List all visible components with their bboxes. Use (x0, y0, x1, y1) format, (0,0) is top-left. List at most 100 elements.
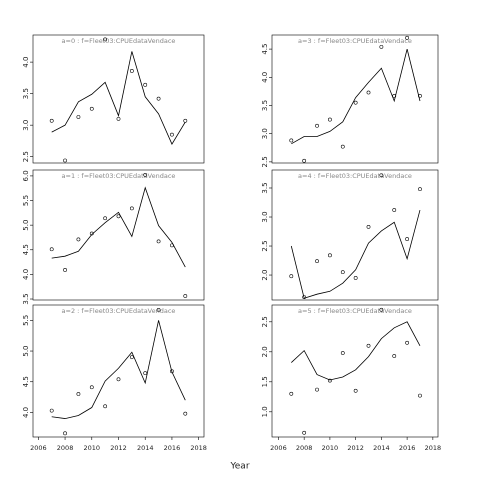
observation (405, 35, 410, 40)
y-tick-label: 3.5 (22, 293, 30, 304)
observation (418, 187, 422, 192)
observation (76, 237, 81, 242)
y-tick-label: 3.0 (261, 128, 269, 139)
observation (353, 100, 358, 105)
x-tick-label: 2016 (399, 444, 416, 452)
observation (418, 393, 422, 398)
observation (328, 253, 332, 258)
observation (49, 408, 54, 413)
observation (302, 158, 307, 163)
observation (289, 391, 294, 396)
observation (116, 214, 121, 219)
observation (129, 355, 134, 360)
fit-line (51, 320, 186, 419)
observation (183, 294, 188, 298)
x-tick-label: 2016 (164, 444, 181, 452)
x-tick-label: 2014 (373, 444, 390, 452)
y-tick-label: 1.5 (261, 376, 269, 387)
observation (143, 371, 148, 376)
x-tick-label: 2010 (84, 444, 101, 452)
observation (76, 392, 81, 396)
x-tick-label: 2012 (110, 444, 127, 452)
x-tick-label: 2012 (347, 444, 364, 452)
observation (89, 106, 94, 111)
x-tick-label: 2008 (296, 444, 313, 452)
observation (156, 239, 161, 244)
y-tick-label: 4.0 (261, 72, 269, 83)
x-tick-label: 2018 (425, 444, 442, 452)
observation (156, 308, 161, 312)
x-tick-label: 2006 (270, 444, 287, 452)
observation (353, 388, 358, 393)
observation (289, 138, 294, 143)
observation (405, 237, 410, 241)
y-tick-label: 5.5 (22, 195, 30, 206)
y-tick-label: 3.5 (22, 88, 30, 99)
y-tick-label: 5.0 (22, 345, 30, 356)
x-tick-label: 2018 (190, 444, 207, 452)
panel-title: a=4 : f=Fleet03:CPUEdataVendace (298, 172, 412, 180)
panel-title: a=5 : f=Fleet03:CPUEdataVendace (298, 307, 412, 315)
y-tick-label: 3.5 (261, 182, 269, 193)
y-tick-label: 4.0 (22, 269, 30, 280)
observation (183, 411, 188, 416)
x-axis-label: Year (229, 462, 249, 472)
y-tick-label: 6.0 (22, 170, 30, 181)
y-tick-label: 2.0 (261, 269, 269, 280)
y-tick-label: 2.5 (261, 316, 269, 327)
observation (156, 96, 161, 101)
y-tick-label: 2.5 (261, 156, 269, 167)
observation (379, 44, 384, 49)
panel-title: a=2 : f=Fleet03:CPUEdataVendace (62, 307, 176, 315)
observation (76, 115, 81, 119)
observation (379, 307, 384, 312)
fit-line (51, 51, 186, 145)
y-tick-label: 4.0 (22, 57, 30, 68)
observation (116, 116, 121, 121)
observation (340, 270, 345, 275)
panel-frame (271, 304, 439, 438)
y-tick-label: 4.5 (22, 244, 30, 255)
observation (170, 369, 174, 374)
observation (63, 268, 67, 272)
observation (103, 37, 108, 42)
panel-frame (271, 169, 439, 301)
observation (340, 351, 345, 355)
panel-title: a=0 : f=Fleet03:CPUEdataVendace (62, 37, 176, 45)
observation (49, 118, 54, 123)
fit-line (290, 209, 421, 299)
panel-title: a=1 : f=Fleet03:CPUEdataVendace (62, 172, 176, 180)
fit-line (291, 321, 421, 381)
x-tick-label: 2014 (137, 444, 154, 452)
observation (379, 173, 384, 178)
y-tick-label: 2.0 (261, 346, 269, 357)
x-tick-label: 2006 (30, 444, 47, 452)
observation (49, 247, 54, 252)
observation (183, 118, 188, 123)
y-tick-label: 5.0 (22, 220, 30, 231)
observation (129, 206, 134, 211)
y-tick-label: 3.0 (22, 120, 30, 131)
panel-title: a=3 : f=Fleet03:CPUEdataVendace (298, 37, 412, 45)
y-tick-label: 3.0 (261, 211, 269, 222)
observation (315, 387, 319, 392)
x-tick-label: 2008 (57, 444, 74, 452)
y-tick-label: 4.5 (22, 376, 30, 387)
observation (302, 295, 307, 299)
observation (143, 173, 148, 177)
fit-line (291, 49, 421, 145)
observation (129, 69, 134, 73)
fit-line (51, 186, 186, 268)
y-tick-label: 2.5 (261, 240, 269, 251)
x-tick-label: 2010 (322, 444, 339, 452)
y-tick-label: 1.0 (261, 406, 269, 417)
observation (103, 404, 108, 409)
observation (328, 117, 332, 122)
observation (366, 90, 371, 95)
panel-frame (271, 34, 439, 164)
observation (340, 144, 345, 149)
observation (170, 132, 174, 137)
observation (392, 208, 397, 212)
